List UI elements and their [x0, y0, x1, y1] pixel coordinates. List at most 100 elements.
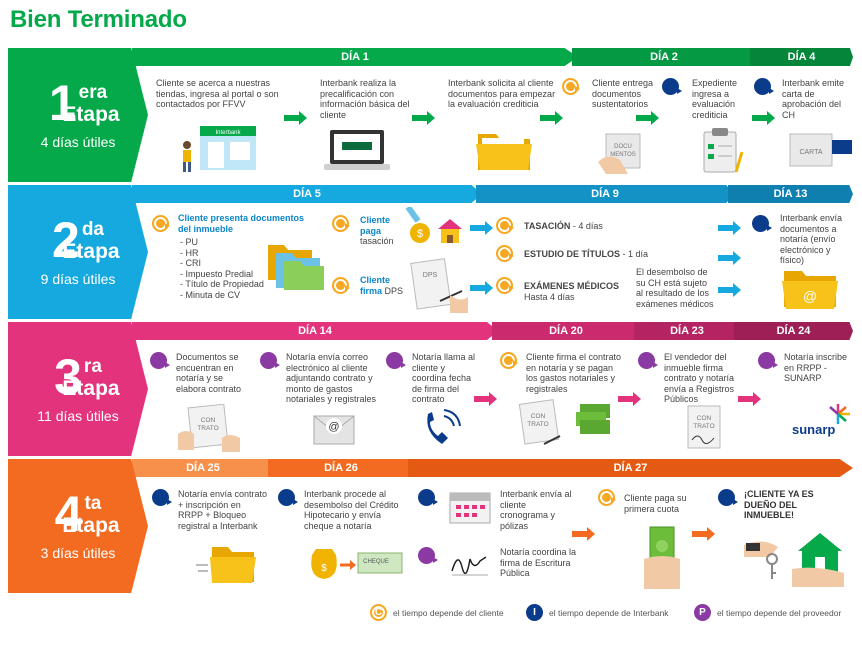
- interbank-badge: I: [418, 489, 438, 506]
- page-title: Bien Terminado: [10, 6, 187, 33]
- list-item: - CRI: [180, 258, 201, 268]
- step-title: Cliente presenta documentos del inmueble: [178, 213, 305, 234]
- provider-badge: P: [758, 352, 778, 369]
- step-text: Expediente ingresa a evaluación creditic…: [692, 78, 738, 120]
- stage-label: Etapa: [62, 377, 120, 400]
- step-text: Interbank procede al desembolso del Créd…: [304, 489, 399, 531]
- arrow-icon: [412, 111, 435, 125]
- stage-tab: 1 era Etapa 4 días útiles: [8, 48, 148, 182]
- sunarp-logo: sunarp: [788, 402, 854, 442]
- signed-contract-icon: CON TRATO: [684, 404, 724, 450]
- stage-3: DÍA 14 DÍA 20 DÍA 23 DÍA 24 P Documentos…: [8, 322, 853, 456]
- client-badge: C: [496, 277, 514, 294]
- step-text: Interbank emite carta de aprobación del …: [782, 78, 845, 120]
- client-badge: C: [496, 217, 514, 234]
- step-text: Cliente entrega documentos sustentatorio…: [592, 78, 654, 109]
- stage-tab: 2 da Etapa 9 días útiles: [8, 185, 148, 319]
- step-text: Notaría inscribe en RRPP - SUNARP: [784, 352, 848, 383]
- step-text: Interbank envía documentos a notaría (en…: [780, 213, 843, 265]
- day-band: DÍA 24: [734, 322, 853, 340]
- step-text: Cliente paga su primera cuota: [624, 493, 687, 514]
- provider-badge: P: [418, 547, 438, 564]
- svg-text:DOCU: DOCU: [614, 144, 632, 150]
- arrow-icon: [718, 221, 741, 235]
- step-text: El vendedor del inmueble firma contrato …: [664, 352, 735, 404]
- svg-text:@: @: [803, 288, 817, 304]
- cheque-icon: $ CHEQUE: [308, 541, 404, 581]
- step-text: Notaría envía contrato + inscripción en …: [178, 489, 268, 531]
- svg-text:DPS: DPS: [423, 272, 438, 279]
- arrow-icon: [636, 111, 659, 125]
- provider-badge: P: [150, 352, 170, 369]
- legend-label: el tiempo depende del cliente: [393, 607, 504, 618]
- interbank-badge: I: [278, 489, 298, 506]
- step-text: TASACIÓN - 4 días: [524, 221, 603, 231]
- step-text: Cliente firma DPS: [360, 275, 404, 296]
- stage-label: Etapa: [62, 514, 120, 537]
- svg-text:TRATO: TRATO: [197, 425, 218, 432]
- day-band: DÍA 4: [750, 48, 853, 66]
- step-text: Notaría envía correo electrónico al clie…: [286, 352, 377, 404]
- final-message: ¡CLIENTE YA ES DUEÑO DEL INMUEBLE!: [744, 489, 814, 520]
- step-text: Cliente firma el contrato en notaría y s…: [526, 352, 622, 394]
- client-badge: C: [598, 489, 616, 506]
- arrow-icon: [718, 283, 741, 297]
- day-band: DÍA 1: [132, 48, 578, 66]
- stage-ordinal: da: [81, 219, 104, 240]
- svg-text:CON: CON: [697, 415, 712, 422]
- day-band: DÍA 13: [728, 185, 853, 203]
- arrow-icon: [572, 527, 595, 541]
- stage-tab: 4 ta Etapa 3 días útiles: [8, 459, 148, 593]
- day-band: DÍA 26: [268, 459, 414, 477]
- house-key-icon: [742, 525, 852, 589]
- cash-hand-icon: [640, 525, 684, 591]
- svg-text:TRATO: TRATO: [527, 421, 548, 428]
- arrow-icon: [470, 281, 493, 295]
- stage-number: 4: [54, 486, 83, 542]
- svg-text:@: @: [328, 421, 339, 433]
- stage-1: DÍA 1 DÍA 2 DÍA 4 Cliente se acerca a nu…: [8, 48, 853, 182]
- step-text: Interbank realiza la precalificación con…: [320, 78, 410, 120]
- document-list: - PU - HR - CRI - Impuesto Predial - Tít…: [180, 237, 270, 300]
- folders-icon: [264, 239, 326, 291]
- day-band: DÍA 2: [572, 48, 756, 66]
- client-badge: C: [370, 604, 387, 621]
- day-band: DÍA 14: [132, 322, 498, 340]
- arrow-icon: [284, 111, 307, 125]
- signature-icon: [448, 545, 492, 581]
- step-text: Cliente paga tasación: [360, 215, 394, 246]
- laptop-icon: [324, 128, 390, 172]
- provider-badge: P: [386, 352, 406, 369]
- step-text: Notaría coordina la firma de Escritura P…: [500, 547, 577, 578]
- step-text: Interbank envía al cliente cronograma y …: [500, 489, 572, 531]
- step-note: El desembolso de su CH está sujeto al re…: [636, 267, 714, 309]
- stage-2-body: DÍA 5 DÍA 9 DÍA 13 C Cliente presenta do…: [132, 185, 853, 319]
- stage-2: DÍA 5 DÍA 9 DÍA 13 C Cliente presenta do…: [8, 185, 853, 319]
- stage-duration: 11 días útiles: [37, 408, 119, 424]
- legend-provider: P el tiempo depende del proveedor: [694, 604, 841, 621]
- interbank-badge: I: [754, 78, 774, 95]
- provider-badge: P: [638, 352, 658, 369]
- interbank-badge: I: [152, 489, 172, 506]
- svg-text:CON: CON: [531, 413, 546, 420]
- arrow-icon: [540, 111, 563, 125]
- day-band: DÍA 25: [132, 459, 274, 477]
- stage-ordinal: era: [78, 82, 108, 103]
- calendar-icon: [448, 489, 492, 525]
- arrow-icon: [618, 392, 641, 406]
- step-text: EXÁMENES MÉDICOS Hasta 4 días: [524, 281, 620, 302]
- svg-text:MENTOS: MENTOS: [610, 152, 636, 158]
- step-text: Documentos se encuentran en notaría y se…: [176, 352, 242, 394]
- signing-icon: DPS: [410, 255, 470, 315]
- clipboard-icon: [698, 128, 744, 174]
- stage-number: 1: [48, 75, 77, 131]
- day-band: DÍA 27: [408, 459, 853, 477]
- arrow-icon: [738, 392, 761, 406]
- step-text: Cliente se acerca a nuestras tiendas, in…: [156, 78, 279, 109]
- svg-text:$: $: [417, 228, 423, 240]
- svg-text:CON: CON: [201, 417, 216, 424]
- arrow-icon: [692, 527, 715, 541]
- stage-4-body: DÍA 25 DÍA 26 DÍA 27 I Notaría envía con…: [132, 459, 853, 593]
- step-text: ESTUDIO DE TÍTULOS - 1 día: [524, 249, 649, 259]
- legend-label: el tiempo depende de Interbank: [549, 607, 669, 618]
